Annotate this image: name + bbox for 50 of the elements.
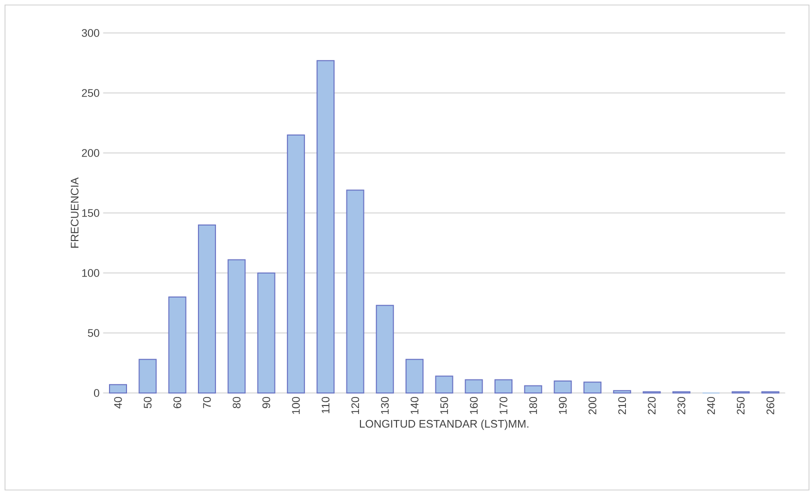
bar <box>316 60 335 394</box>
x-tick-label: 140 <box>410 396 418 414</box>
y-axis-title: FRECUENCIA <box>70 177 79 248</box>
bar <box>138 358 157 394</box>
bar <box>198 224 216 394</box>
x-tick-label: 190 <box>558 396 567 414</box>
x-tick-label: 100 <box>292 396 300 414</box>
x-tick-label: 180 <box>529 396 538 414</box>
x-tick-label: 160 <box>470 396 478 414</box>
x-tick-label: 230 <box>678 396 686 414</box>
y-tick-label: 150 <box>82 209 100 217</box>
bar <box>228 259 246 394</box>
x-tick-label: 40 <box>114 396 122 408</box>
bar <box>286 134 305 394</box>
x-tick-label: 170 <box>500 396 508 414</box>
x-tick-label: 210 <box>618 396 626 414</box>
bar <box>406 358 424 394</box>
bar <box>109 384 128 394</box>
x-tick-label: 220 <box>648 396 656 414</box>
x-tick-label: 60 <box>173 396 182 408</box>
y-tick-label: 50 <box>88 329 100 337</box>
y-tick-label: 200 <box>82 149 100 157</box>
x-tick-label: 50 <box>144 396 152 408</box>
x-tick-label: 80 <box>232 396 240 408</box>
bar <box>494 379 512 394</box>
x-tick-label: 70 <box>203 396 211 408</box>
y-tick-label: 300 <box>82 29 100 37</box>
bar <box>168 296 186 394</box>
y-tick-label: 0 <box>94 389 100 397</box>
bar <box>435 376 454 394</box>
x-tick-label: 110 <box>322 396 330 414</box>
x-tick-label: 240 <box>707 396 715 414</box>
x-axis-title: LONGITUD ESTANDAR (LST)MM. <box>360 420 528 430</box>
x-tick-label: 200 <box>588 396 596 414</box>
x-tick-label: 150 <box>440 396 448 414</box>
x-tick-label: 120 <box>351 396 360 414</box>
x-tick-label: 90 <box>262 396 270 408</box>
x-tick-label: 250 <box>736 396 745 414</box>
x-tick-label: 130 <box>381 396 389 414</box>
bar <box>464 379 483 394</box>
bar <box>346 190 364 394</box>
bar <box>376 304 394 394</box>
y-tick-label: 100 <box>82 269 100 277</box>
bar <box>554 380 572 394</box>
bar <box>613 390 632 394</box>
bar <box>583 382 602 394</box>
bar <box>524 385 542 394</box>
x-tick-label: 260 <box>766 396 774 414</box>
y-tick-label: 250 <box>82 89 100 97</box>
bar <box>257 272 276 394</box>
